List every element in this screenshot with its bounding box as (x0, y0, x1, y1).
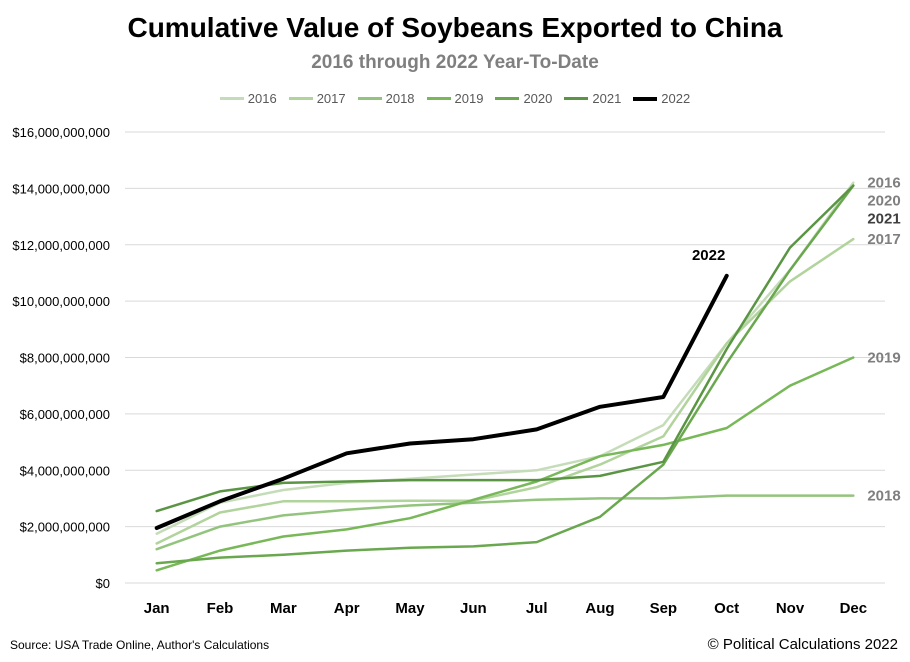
end-label-2022: 2022 (692, 247, 725, 264)
x-tick-label: Oct (714, 600, 739, 617)
legend-item-2022: 2022 (633, 91, 690, 106)
x-tick-label: Jul (526, 600, 548, 617)
series-line-2021 (155, 184, 855, 513)
y-tick-label: $0 (96, 576, 110, 591)
series-line-2017 (155, 237, 855, 545)
legend-item-2019: 2019 (426, 91, 484, 106)
y-tick-label: $8,000,000,000 (20, 351, 110, 366)
source-note: Source: USA Trade Online, Author's Calcu… (10, 638, 270, 652)
end-label-2017: 2017 (867, 231, 900, 248)
series-line-2018 (155, 494, 855, 551)
y-tick-label: $4,000,000,000 (20, 463, 110, 478)
series-line-2019 (155, 356, 855, 572)
x-tick-label: Sep (650, 600, 678, 617)
series-line-2020 (155, 184, 855, 565)
y-tick-label: $14,000,000,000 (12, 181, 110, 196)
end-label-2019: 2019 (867, 350, 900, 367)
legend-label: 2017 (316, 91, 346, 106)
y-tick-label: $16,000,000,000 (12, 125, 110, 140)
legend-swatch (495, 97, 520, 100)
legend-swatch (357, 97, 382, 100)
y-tick-label: $10,000,000,000 (12, 294, 110, 309)
legend-item-2020: 2020 (495, 91, 552, 106)
legend-swatch (426, 97, 451, 100)
x-tick-label: Feb (207, 600, 234, 617)
x-tick-label: May (395, 600, 425, 617)
y-tick-label: $2,000,000,000 (20, 520, 110, 535)
copyright-note: © Political Calculations 2022 (707, 636, 898, 653)
end-label-2016: 2016 (867, 175, 900, 192)
x-tick-label: Aug (585, 600, 614, 617)
y-tick-label: $6,000,000,000 (20, 407, 110, 422)
legend-label: 2022 (661, 91, 691, 106)
x-tick-label: Apr (334, 600, 360, 617)
legend-swatch (219, 97, 244, 100)
legend-label: 2019 (454, 91, 484, 106)
chart-title: Cumulative Value of Soybeans Exported to… (127, 12, 783, 43)
legend-label: 2020 (523, 91, 553, 106)
x-tick-label: Jun (460, 600, 487, 617)
legend-label: 2021 (592, 91, 622, 106)
legend-item-2018: 2018 (357, 91, 415, 106)
legend-label: 2018 (385, 91, 415, 106)
end-label-2018: 2018 (867, 488, 900, 505)
legend-item-2021: 2021 (564, 91, 621, 106)
chart-subtitle: 2016 through 2022 Year-To-Date (311, 52, 599, 73)
x-tick-label: Jan (144, 600, 170, 617)
x-tick-label: Mar (270, 600, 297, 617)
series-line-2022 (154, 273, 729, 530)
x-tick-label: Nov (776, 600, 805, 617)
end-label-2021: 2021 (867, 211, 900, 228)
legend-item-2016: 2016 (219, 91, 277, 106)
chart-legend: 2016 2017 2018 2019 2020 2021 2022 (0, 91, 910, 106)
legend-swatch (288, 97, 313, 100)
legend-swatch (564, 97, 589, 100)
legend-item-2017: 2017 (288, 91, 346, 106)
x-tick-label: Dec (840, 600, 868, 617)
legend-swatch (633, 96, 658, 101)
legend-label: 2016 (247, 91, 277, 106)
y-tick-label: $12,000,000,000 (12, 238, 110, 253)
end-label-2020: 2020 (867, 193, 900, 210)
